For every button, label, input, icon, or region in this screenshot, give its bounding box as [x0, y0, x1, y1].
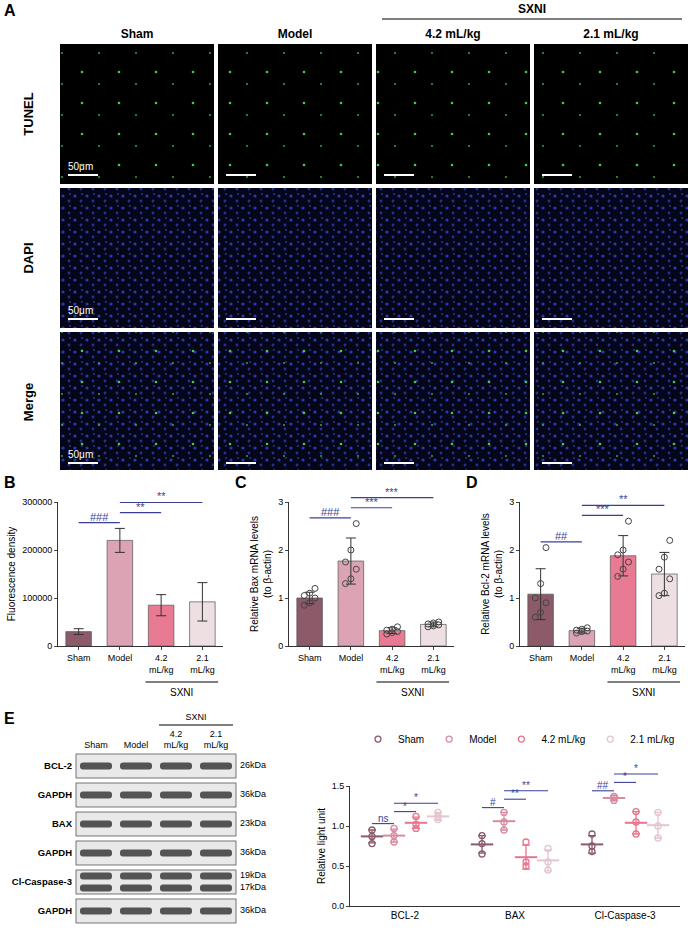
svg-text:3: 3 [509, 497, 514, 507]
svg-text:Model: Model [570, 653, 595, 663]
svg-text:###: ### [321, 506, 340, 518]
svg-text:4.2 mL/kg: 4.2 mL/kg [541, 734, 585, 745]
svg-text:36kDa: 36kDa [240, 789, 266, 799]
svg-text:***: *** [365, 496, 379, 508]
svg-text:mL/kg: mL/kg [164, 740, 189, 750]
svg-text:Cl-Caspase-3: Cl-Caspase-3 [12, 876, 72, 887]
svg-text:Model: Model [124, 740, 149, 750]
svg-text:GAPDH: GAPDH [38, 847, 72, 858]
svg-text:Merge: Merge [21, 383, 36, 421]
svg-text:200000: 200000 [22, 545, 52, 555]
svg-text:2.1mL/kg: 2.1mL/kg [190, 653, 215, 675]
svg-text:2: 2 [278, 545, 283, 555]
svg-text:##: ## [597, 780, 609, 791]
svg-text:**: ** [511, 788, 519, 799]
svg-text:*: * [623, 771, 627, 782]
svg-text:BAX: BAX [52, 818, 73, 829]
svg-text:GAPDH: GAPDH [38, 905, 72, 916]
svg-text:Sham: Sham [67, 653, 91, 663]
svg-text:A: A [4, 2, 16, 19]
svg-text:Sham: Sham [398, 734, 424, 745]
svg-text:17kDa: 17kDa [240, 882, 266, 892]
svg-text:Sham: Sham [84, 740, 108, 750]
svg-text:0.5: 0.5 [332, 861, 345, 871]
svg-text:*: * [414, 792, 418, 803]
svg-text:2.1: 2.1 [210, 729, 223, 739]
svg-text:*: * [634, 763, 638, 774]
svg-text:#: # [490, 797, 496, 808]
svg-text:1.0: 1.0 [332, 821, 345, 831]
html-text:C: C [235, 474, 247, 491]
svg-text:Relative Bcl-2 mRNA levels(to: Relative Bcl-2 mRNA levels(to β-actin) [480, 513, 504, 635]
svg-text:*: * [403, 801, 407, 812]
svg-text:2.1mL/kg: 2.1mL/kg [652, 653, 677, 675]
html-text:B: B [4, 474, 16, 491]
svg-text:19kDa: 19kDa [240, 870, 266, 880]
svg-text:Relative Bax mRNA levels(to β-: Relative Bax mRNA levels(to β-actin) [249, 516, 273, 632]
svg-text:**: ** [522, 780, 530, 791]
svg-text:***: *** [385, 486, 399, 498]
svg-text:##: ## [555, 530, 568, 542]
svg-text:Model: Model [469, 734, 496, 745]
svg-text:Model: Model [278, 27, 313, 41]
html-text:D: D [466, 474, 478, 491]
svg-text:0: 0 [509, 641, 514, 651]
svg-text:2.1 mL/kg: 2.1 mL/kg [583, 27, 638, 41]
svg-text:Relative light unit: Relative light unit [316, 808, 327, 884]
svg-text:TUNEL: TUNEL [21, 92, 36, 135]
svg-text:SXNI: SXNI [518, 2, 546, 16]
svg-text:4.2mL/kg: 4.2mL/kg [380, 653, 405, 675]
svg-text:36kDa: 36kDa [240, 905, 266, 915]
svg-text:ns: ns [378, 813, 389, 824]
svg-text:100000: 100000 [22, 593, 52, 603]
svg-text:Sham: Sham [298, 653, 322, 663]
svg-text:50μm: 50μm [68, 305, 93, 316]
svg-text:BCL-2: BCL-2 [391, 910, 420, 921]
svg-text:SXNI: SXNI [632, 687, 655, 698]
svg-text:Cl-Caspase-3: Cl-Caspase-3 [594, 910, 656, 921]
svg-text:SXNI: SXNI [170, 687, 193, 698]
svg-text:2: 2 [509, 545, 514, 555]
svg-text:300000: 300000 [22, 497, 52, 507]
svg-text:50μm: 50μm [68, 449, 93, 460]
svg-text:0: 0 [47, 641, 52, 651]
svg-text:Sham: Sham [529, 653, 553, 663]
svg-text:DAPI: DAPI [21, 242, 36, 273]
svg-text:E: E [4, 710, 15, 727]
svg-text:36kDa: 36kDa [240, 847, 266, 857]
svg-text:2.1 mL/kg: 2.1 mL/kg [630, 734, 674, 745]
svg-text:**: ** [136, 501, 145, 513]
svg-text:mL/kg: mL/kg [204, 740, 229, 750]
svg-text:Model: Model [339, 653, 364, 663]
svg-text:4.2: 4.2 [170, 729, 183, 739]
svg-text:***: *** [596, 503, 610, 515]
svg-text:4.2 mL/kg: 4.2 mL/kg [425, 27, 480, 41]
svg-text:Model: Model [108, 653, 133, 663]
svg-text:Fluorescence density: Fluorescence density [6, 527, 17, 622]
svg-text:1.5: 1.5 [332, 781, 345, 791]
svg-text:SXNI: SXNI [185, 712, 206, 722]
svg-text:###: ### [90, 511, 109, 523]
svg-text:26kDa: 26kDa [240, 760, 266, 770]
svg-text:SXNI: SXNI [401, 687, 424, 698]
svg-text:BAX: BAX [505, 910, 525, 921]
svg-text:1: 1 [278, 593, 283, 603]
svg-text:2.1mL/kg: 2.1mL/kg [421, 653, 446, 675]
svg-text:**: ** [619, 493, 628, 505]
svg-text:1: 1 [509, 593, 514, 603]
svg-text:0: 0 [278, 641, 283, 651]
svg-text:3: 3 [278, 497, 283, 507]
svg-text:4.2mL/kg: 4.2mL/kg [149, 653, 174, 675]
svg-text:0.0: 0.0 [332, 901, 345, 911]
svg-text:Sham: Sham [121, 27, 154, 41]
svg-text:BCL-2: BCL-2 [44, 760, 72, 771]
svg-text:4.2mL/kg: 4.2mL/kg [611, 653, 636, 675]
svg-text:23kDa: 23kDa [240, 818, 266, 828]
svg-text:GAPDH: GAPDH [38, 789, 72, 800]
svg-text:**: ** [157, 490, 166, 502]
svg-text:50μm: 50μm [68, 161, 93, 172]
